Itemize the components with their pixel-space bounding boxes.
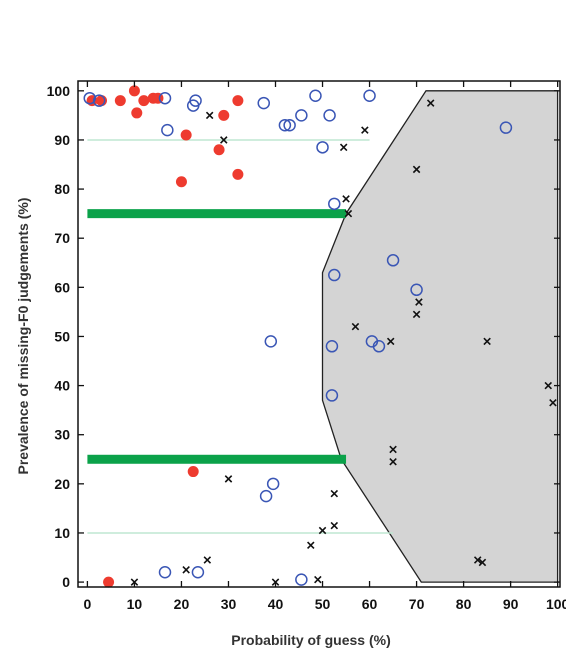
y-tick-label: 100 <box>47 83 71 99</box>
filled-circle-point <box>218 109 230 121</box>
cross-point <box>344 209 353 218</box>
cross-point <box>339 143 348 152</box>
y-tick-label: 60 <box>54 279 70 295</box>
y-tick-label: 40 <box>54 378 70 394</box>
y-tick-label: 30 <box>54 427 70 443</box>
y-tick-label: 20 <box>54 476 70 492</box>
open-circle-point <box>83 91 97 105</box>
open-circle-point <box>316 141 329 154</box>
cross-point <box>386 337 395 346</box>
filled-circle-point <box>175 176 187 188</box>
open-circle-point <box>158 566 172 579</box>
open-circle-point <box>363 89 376 102</box>
open-circle-point <box>161 123 174 137</box>
open-circle-point <box>499 121 513 134</box>
cross-point <box>478 558 487 567</box>
cross-point <box>205 111 214 120</box>
filled-circle-point <box>187 466 199 478</box>
filled-circle-point <box>232 168 244 180</box>
x-tick-label: 80 <box>456 596 472 612</box>
open-circle-point <box>372 340 386 353</box>
cross-point <box>342 195 350 203</box>
threshold-band <box>87 209 347 219</box>
y-tick-label: 0 <box>62 574 70 590</box>
plot-frame <box>77 80 561 588</box>
open-circle-point <box>328 197 341 211</box>
y-tick-label: 90 <box>54 132 70 148</box>
open-circle-point <box>283 118 296 132</box>
cross-point <box>412 310 421 319</box>
cross-point <box>473 556 482 564</box>
x-tick-label: 40 <box>268 596 284 612</box>
filled-circle-point <box>114 95 126 107</box>
cross-point <box>544 381 553 390</box>
y-axis: 0 10 20 30 40 50 60 70 80 90 100 <box>47 83 560 590</box>
cross-point <box>412 165 421 174</box>
cross-point <box>224 475 233 483</box>
filled-circle-point <box>180 129 192 141</box>
open-circle-point <box>257 96 270 110</box>
y-axis-title: Prevalence of missing-F0 judgements (%) <box>15 198 31 475</box>
filled-circle-point <box>213 144 225 156</box>
cross-point <box>182 566 190 574</box>
open-circle-point <box>266 477 280 491</box>
open-circle-point <box>191 566 205 579</box>
filled-circle-point <box>128 85 140 97</box>
x-tick-label: 100 <box>546 596 566 612</box>
x-tick-label: 70 <box>409 596 425 612</box>
threshold-band <box>87 454 347 464</box>
cross-point <box>220 136 228 144</box>
cross-point <box>330 521 339 530</box>
filled-circle-point <box>232 95 244 107</box>
cross-point <box>203 556 212 564</box>
cross-point <box>389 445 397 454</box>
open-circle-point <box>295 109 308 122</box>
x-tick-label: 0 <box>84 596 92 612</box>
open-circle-point <box>264 335 278 348</box>
cross-point <box>549 399 557 407</box>
open-circle-point <box>158 91 172 105</box>
open-circle-point <box>259 489 273 503</box>
y-tick-label: 50 <box>54 328 70 344</box>
open-circle-point <box>325 389 339 402</box>
y-tick-label: 10 <box>54 525 70 541</box>
x-axis: 0 10 20 30 40 50 60 70 80 90 100 <box>84 81 566 612</box>
cross-point <box>361 126 369 134</box>
open-circle-point <box>386 254 400 267</box>
cross-point <box>426 99 435 107</box>
x-tick-label: 50 <box>315 596 331 612</box>
cross-point <box>330 489 339 498</box>
x-tick-label: 90 <box>503 596 519 612</box>
filled-circle-point <box>103 576 115 588</box>
cross-point <box>318 526 327 535</box>
x-tick-label: 30 <box>221 596 237 612</box>
open-circle-point <box>328 268 341 282</box>
x-tick-label: 60 <box>362 596 378 612</box>
open-circle-point <box>309 89 322 102</box>
cross-point <box>389 457 397 466</box>
open-circle-point <box>189 94 202 107</box>
cross-point <box>314 575 322 584</box>
y-tick-label: 70 <box>54 230 70 246</box>
plot-area <box>77 80 561 588</box>
x-tick-label: 20 <box>174 596 190 612</box>
open-circle-point <box>323 109 336 122</box>
cross-point <box>483 337 491 346</box>
filled-circle-point <box>131 107 143 119</box>
open-circle-point <box>295 573 308 586</box>
y-tick-label: 80 <box>54 181 70 197</box>
cross-point <box>415 298 423 306</box>
open-circle-point <box>325 340 339 353</box>
open-circle-point <box>410 283 423 297</box>
cross-point <box>307 541 315 550</box>
x-tick-label: 10 <box>127 596 143 612</box>
cross-point <box>351 322 360 331</box>
filled-circle-point <box>138 95 150 107</box>
shaded-region <box>321 90 559 583</box>
x-axis-title: Probability of guess (%) <box>231 632 390 648</box>
open-circle-point <box>92 94 106 107</box>
open-circle-point <box>278 118 292 132</box>
